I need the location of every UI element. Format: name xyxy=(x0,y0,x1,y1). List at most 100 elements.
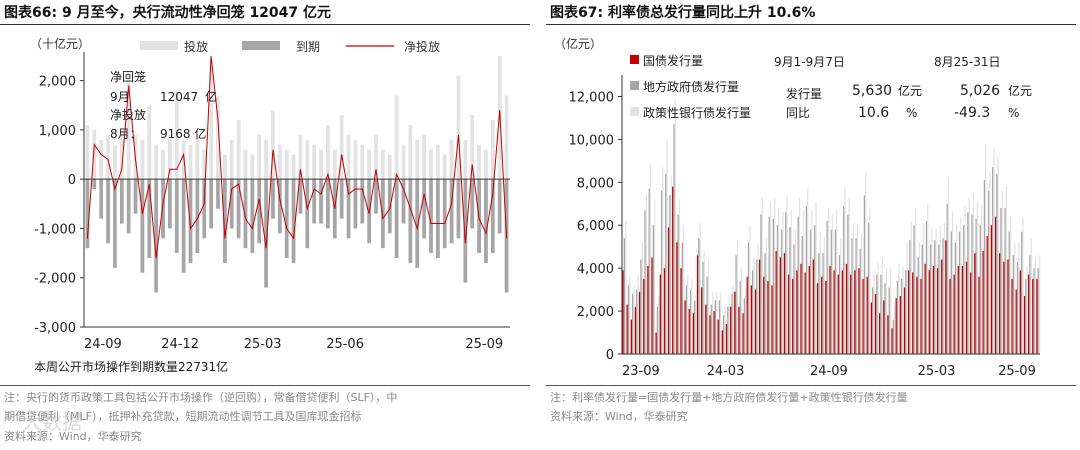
treasury-bar xyxy=(920,278,922,354)
treasury-bar xyxy=(1011,278,1013,354)
local-government-bar xyxy=(756,259,758,354)
treasury-bar xyxy=(775,250,777,354)
maturity-bar xyxy=(470,179,475,229)
local-government-bar xyxy=(830,229,832,354)
policy-bank-bar xyxy=(716,291,718,354)
local-government-bar xyxy=(938,244,940,354)
annotation-net-injection-label: 净投放 xyxy=(110,107,146,122)
policy-bank-bar xyxy=(662,167,664,354)
maturity-bar xyxy=(497,179,502,234)
policy-bank-bar xyxy=(1001,190,1003,354)
treasury-bar xyxy=(721,330,724,354)
policy-bank-bar xyxy=(645,195,647,354)
maturity-bar xyxy=(422,179,427,239)
maturity-bar xyxy=(490,179,495,254)
treasury-bar xyxy=(638,291,641,354)
treasury-bar xyxy=(887,315,889,354)
policy-bank-bar xyxy=(749,225,751,354)
maturity-bar xyxy=(319,179,323,224)
local-government-bar xyxy=(801,235,803,354)
policy-bank-bar xyxy=(927,203,929,354)
maturity-bar xyxy=(346,179,351,239)
treasury-bar xyxy=(883,300,885,354)
policy-bank-bar xyxy=(765,238,768,354)
policy-bank-bar xyxy=(898,263,900,354)
maturity-bar xyxy=(408,179,413,263)
treasury-bar xyxy=(746,276,748,354)
maturity-bar xyxy=(271,179,275,219)
local-government-bar xyxy=(669,195,671,354)
injection-bar xyxy=(346,134,351,180)
policy-bank-bar xyxy=(757,244,759,354)
treasury-bar xyxy=(982,250,984,354)
policy-bank-bar xyxy=(649,162,652,354)
maturity-bar xyxy=(394,179,399,259)
maturity-bar xyxy=(140,179,145,273)
left-x-tick-label: 24-12 xyxy=(161,337,199,352)
policy-bank-bar xyxy=(985,143,987,354)
treasury-bar xyxy=(965,261,968,354)
treasury-bar xyxy=(696,255,699,354)
legend-maturity-label: 到期 xyxy=(296,40,320,54)
injection-bar xyxy=(477,144,481,180)
maturity-bar xyxy=(174,179,179,254)
injection-bar xyxy=(484,149,488,180)
injection-bar xyxy=(99,139,104,180)
local-government-bar xyxy=(992,167,994,354)
local-government-bar xyxy=(710,304,712,354)
local-government-bar xyxy=(917,257,919,354)
injection-bar xyxy=(264,139,268,180)
local-government-bar xyxy=(768,216,770,354)
treasury-bar xyxy=(688,308,690,354)
treasury-bar xyxy=(932,266,935,354)
left-bottom-note: 本周公开市场操作到期数量22731亿 xyxy=(34,359,228,374)
local-government-bar xyxy=(660,190,663,354)
policy-bank-bar xyxy=(922,223,925,354)
policy-bank-bar xyxy=(761,197,763,354)
treasury-bar xyxy=(970,272,972,354)
policy-bank-bar xyxy=(691,278,693,354)
local-government-bar xyxy=(656,306,659,354)
policy-bank-bar xyxy=(1022,216,1024,354)
local-government-bar xyxy=(735,255,737,354)
policy-bank-bar xyxy=(1038,255,1041,354)
local-government-bar xyxy=(706,276,708,354)
policy-bank-bar xyxy=(629,276,631,354)
local-government-bar xyxy=(694,300,696,354)
left-source-line: 资料来源：Wind，华泰研究 xyxy=(4,430,142,443)
policy-bank-bar xyxy=(1014,242,1016,354)
local-government-bar xyxy=(747,242,750,354)
treasury-bar xyxy=(994,216,997,354)
policy-bank-bar xyxy=(707,259,710,354)
policy-bank-bar xyxy=(802,210,805,354)
treasury-bar xyxy=(936,268,939,354)
treasury-bar xyxy=(655,332,657,354)
injection-bar xyxy=(490,120,495,180)
maturity-bar xyxy=(257,179,262,244)
maturity-bar xyxy=(119,179,124,224)
right-y-tick-label: 12,000 xyxy=(569,90,615,105)
policy-bank-bar xyxy=(1030,238,1032,354)
annotation-aug-value: 9168 亿 xyxy=(160,126,206,141)
treasury-bar xyxy=(622,270,624,354)
local-government-bar xyxy=(780,229,783,354)
maturity-bar xyxy=(147,179,152,259)
maturity-bar xyxy=(167,179,172,229)
local-government-bar xyxy=(1008,231,1010,354)
left-title-rule xyxy=(0,24,530,25)
local-government-bar xyxy=(776,225,779,354)
policy-bank-bar xyxy=(935,227,937,354)
treasury-bar xyxy=(680,268,682,354)
local-government-bar xyxy=(805,205,808,354)
treasury-bar xyxy=(912,272,914,354)
policy-bank-bar xyxy=(1018,242,1020,354)
right-legend-label: 政策性银行债发行量 xyxy=(643,105,751,120)
policy-bank-bar xyxy=(831,214,834,354)
local-government-bar xyxy=(739,281,741,354)
policy-bank-bar xyxy=(997,156,999,354)
maturity-bar xyxy=(415,179,420,268)
treasury-bar xyxy=(879,313,881,354)
policy-bank-bar xyxy=(1005,186,1008,354)
treasury-bar xyxy=(866,276,868,354)
policy-bank-bar xyxy=(943,223,945,354)
